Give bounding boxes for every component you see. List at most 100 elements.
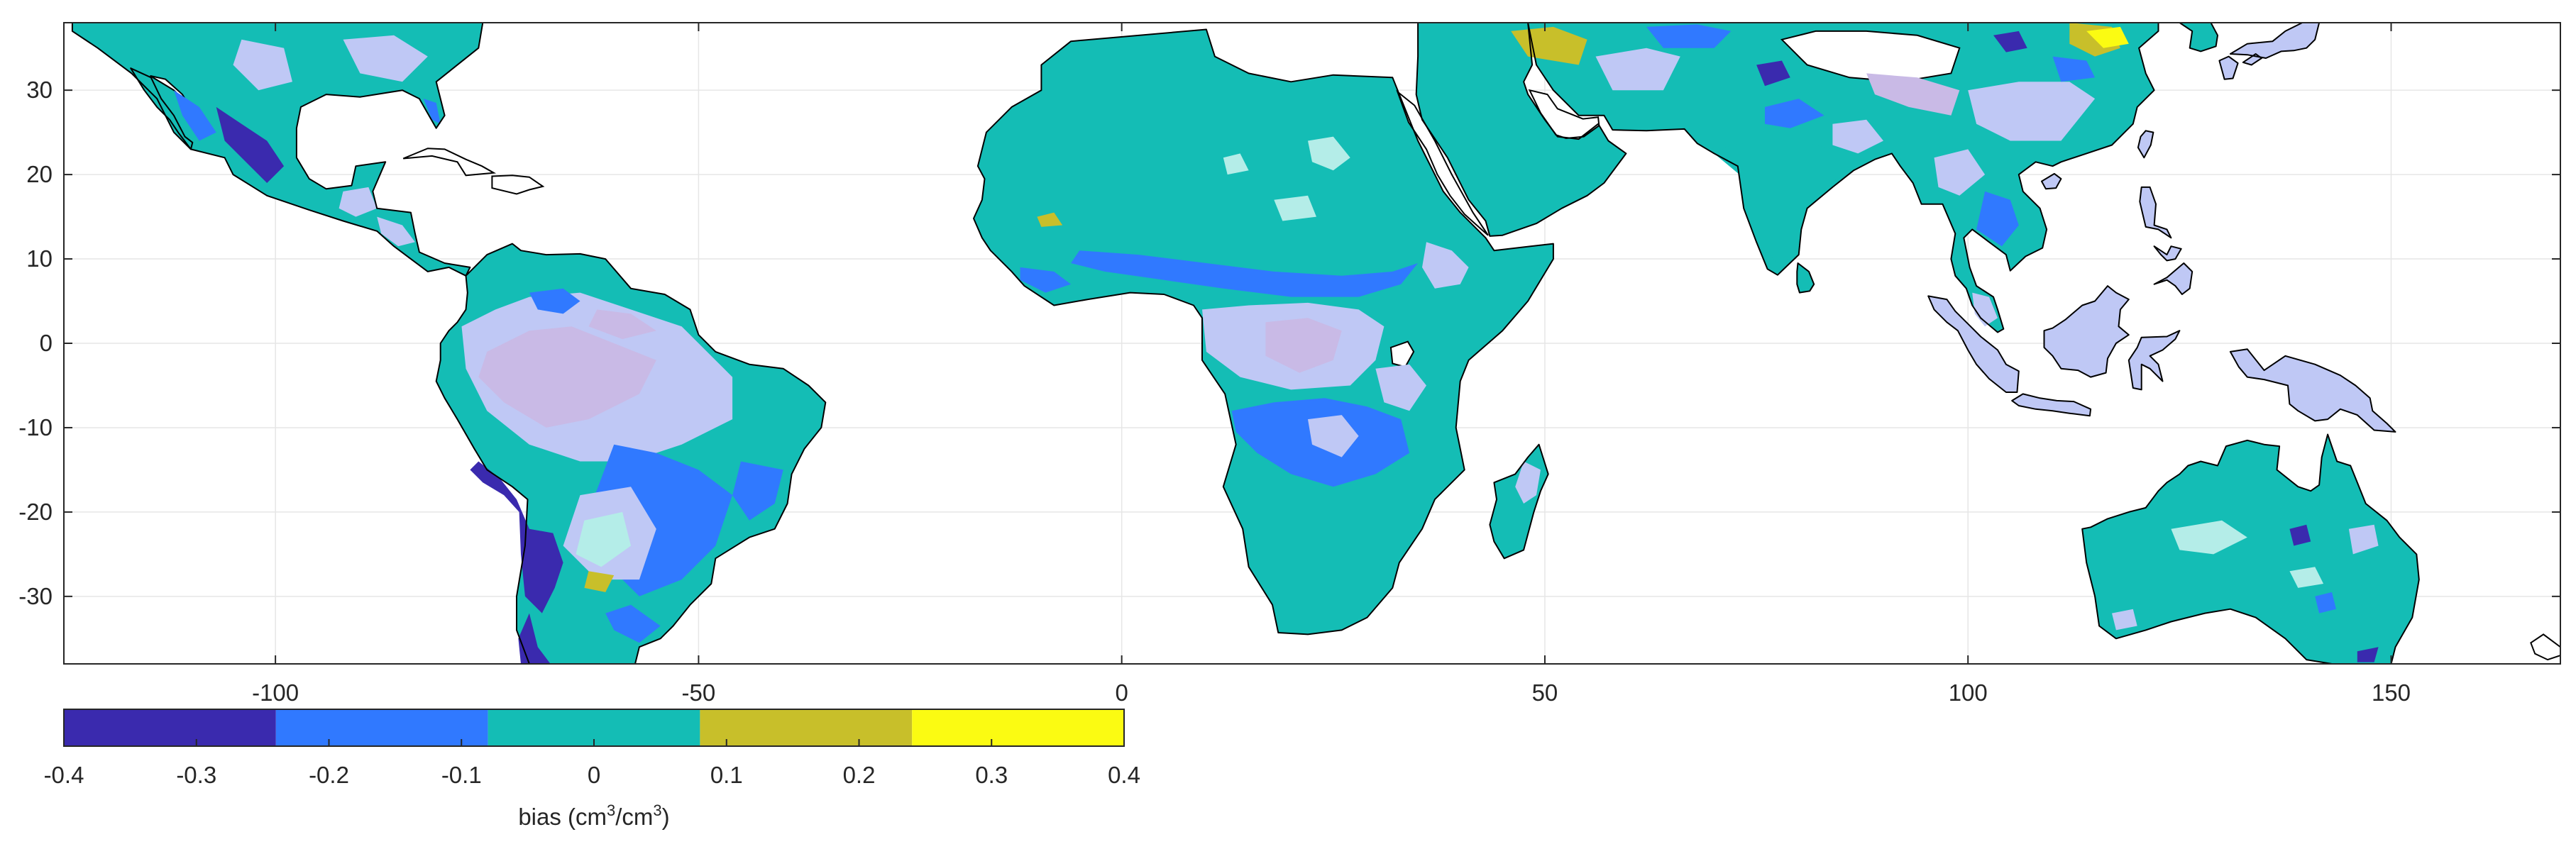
coastline-taiwan xyxy=(2137,130,2154,159)
region-congo-lilac xyxy=(1265,318,1342,373)
region-amazon-lilac-1 xyxy=(478,326,656,428)
region-florida-blue xyxy=(423,99,441,124)
region-sumatra xyxy=(1928,296,2019,392)
region-borneo xyxy=(2044,286,2129,377)
coastline-korea xyxy=(2179,23,2218,52)
region-africa-light-south xyxy=(1308,415,1359,457)
region-mindanao xyxy=(2154,263,2193,294)
colorbar-tick-label: 0.1 xyxy=(710,762,743,788)
region-japan-kyushu xyxy=(2219,56,2238,79)
y-tick-label: 0 xyxy=(40,330,53,356)
region-china-blue xyxy=(2052,56,2096,82)
region-new-zealand-north xyxy=(2530,633,2560,661)
region-aus-dark-1 xyxy=(2289,524,2311,546)
region-amazon-lilac-2 xyxy=(588,309,656,340)
region-china-light xyxy=(1968,82,2096,141)
colorbar-tick-label: 0 xyxy=(588,762,600,788)
coastline-japan-honshu xyxy=(2229,23,2321,59)
colorbar-label: bias (cm3/cm3) xyxy=(518,801,669,830)
region-sahara-pale-1 xyxy=(1308,136,1350,171)
region-taiwan xyxy=(2137,131,2154,158)
x-tick-label: -100 xyxy=(252,679,299,706)
region-sa-blue-2 xyxy=(732,461,783,521)
region-central-am-light xyxy=(377,216,415,247)
x-tick-label: 50 xyxy=(1532,679,1558,706)
region-china-dark xyxy=(1993,30,2027,52)
region-indochina-light xyxy=(1934,149,1986,196)
region-east-africa-light xyxy=(1375,364,1426,411)
region-india-plateau xyxy=(1714,140,1850,267)
coastline-japan-shikoku xyxy=(2242,53,2262,66)
region-korea xyxy=(2179,23,2218,52)
region-mali-yellow xyxy=(1037,212,1063,227)
region-arabian-peninsula xyxy=(1416,23,1626,236)
region-sri-lanka xyxy=(1797,263,1815,293)
coastline-asia xyxy=(1527,23,2159,333)
colorbar-tick-label: -0.2 xyxy=(309,762,349,788)
region-hainan xyxy=(2042,173,2062,189)
region-lake-victoria xyxy=(1389,340,1415,368)
region-malaysia-light xyxy=(1972,292,1998,327)
coastline-baja-california xyxy=(130,67,194,150)
land-regions xyxy=(71,23,2560,664)
region-india-blue xyxy=(1765,99,1824,128)
colorbar-tick-label: -0.1 xyxy=(441,762,482,788)
region-sa-blue-3 xyxy=(605,604,661,643)
colorbar-tick-label: 0.3 xyxy=(975,762,1008,788)
region-tibet-lilac xyxy=(1866,73,1960,116)
region-luzon xyxy=(2140,187,2172,238)
coastline-visayas xyxy=(2153,245,2182,262)
coastline-mindanao xyxy=(2153,262,2194,295)
coastline-australia xyxy=(2081,433,2420,664)
region-us-blue xyxy=(174,90,216,141)
coastline-new-guinea xyxy=(2229,348,2396,433)
y-tick-label: -20 xyxy=(18,499,53,525)
x-tick-label: 100 xyxy=(1949,679,1988,706)
region-sahara-pale-2 xyxy=(1223,153,1249,175)
region-aus-light-2 xyxy=(2112,609,2137,631)
region-africa-blue-band-2 xyxy=(1020,267,1072,293)
region-central-asia-blue xyxy=(1646,24,1732,48)
colorbar: -0.4 -0.3 -0.2 -0.1 0 0.1 0.2 0.3 0.4 bias (cm3/… xyxy=(44,709,1140,830)
region-sa-yellow-1 xyxy=(584,571,615,592)
region-india-light xyxy=(1832,119,1883,154)
coastline-arabian-peninsula xyxy=(1415,23,1627,237)
region-madagascar-light xyxy=(1515,461,1541,504)
region-china-yellow-2 xyxy=(2086,26,2129,48)
region-iran-light xyxy=(1595,48,1680,91)
y-tick-label: 20 xyxy=(26,161,53,187)
colorbar-ticks: -0.4 -0.3 -0.2 -0.1 0 0.1 0.2 0.3 0.4 xyxy=(44,739,1140,788)
y-tick-label: 30 xyxy=(26,77,53,103)
region-africa-blue-band xyxy=(1071,250,1419,297)
colorbar-tick-label: 0.2 xyxy=(843,762,876,788)
coastline-hainan xyxy=(2041,172,2062,190)
coastline-sulawesi xyxy=(2128,330,2181,391)
colorbar-bin xyxy=(275,709,488,746)
x-axis-ticks: -100 -50 0 50 100 150 xyxy=(252,23,2411,706)
x-tick-label: -50 xyxy=(682,679,716,706)
region-tibet-white xyxy=(1780,30,1961,83)
region-sa-blue-4 xyxy=(529,288,580,314)
region-sa-dark-strip xyxy=(470,461,563,614)
region-north-america xyxy=(72,23,483,276)
y-tick-label: -30 xyxy=(18,583,53,609)
colorbar-tick-label: -0.4 xyxy=(44,762,84,788)
coastline-java xyxy=(2011,393,2092,417)
region-red-sea xyxy=(1396,89,1489,236)
region-us-light-2 xyxy=(233,39,292,91)
coastline-luzon xyxy=(2139,186,2172,239)
colorbar-bins xyxy=(64,709,1124,746)
region-indochina-blue xyxy=(1976,191,2019,247)
coastline-borneo xyxy=(2043,285,2130,378)
region-india-dark xyxy=(1756,60,1790,87)
region-cuba xyxy=(402,148,497,177)
region-aus-blue-1 xyxy=(2315,592,2336,614)
colorbar-tick-label: -0.3 xyxy=(176,762,216,788)
colorbar-tick-label: 0.4 xyxy=(1108,762,1140,788)
y-tick-label: 10 xyxy=(26,245,53,272)
coastline-north-america xyxy=(71,23,484,277)
coastline-sumatra xyxy=(1927,295,2020,393)
region-aus-light-1 xyxy=(2348,524,2379,555)
coastline-south-america xyxy=(435,243,827,664)
